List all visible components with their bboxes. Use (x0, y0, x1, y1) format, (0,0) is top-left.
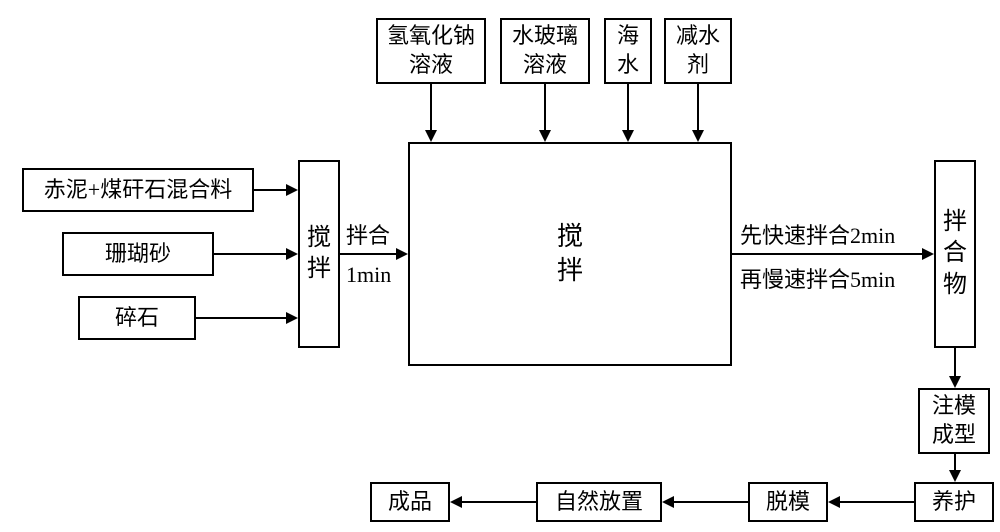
arrow-naoh-line (430, 84, 432, 132)
box-mix-input: 赤泥+煤矸石混合料 (22, 168, 254, 212)
label-seawater: 海 水 (617, 22, 639, 79)
arrow-demoldrest-head (662, 496, 674, 508)
arrow-mix-head (286, 184, 298, 196)
label-cure: 养护 (932, 488, 976, 517)
arrow-mix-line (254, 189, 288, 191)
arrow-restprod-head (450, 496, 462, 508)
label-mix-top: 拌合 (346, 218, 390, 250)
box-mold: 注模 成型 (918, 388, 990, 454)
arrow-coral-head (286, 248, 298, 260)
arrow-curedemold-head (828, 496, 840, 508)
box-stir1: 搅 拌 (298, 160, 340, 348)
arrow-s2mix-head (922, 248, 934, 260)
arrow-gravel-line (196, 317, 288, 319)
arrow-demoldrest-line (672, 501, 748, 503)
label-demold: 脱模 (766, 488, 810, 517)
box-demold: 脱模 (748, 482, 828, 522)
label-mold: 注模 成型 (932, 392, 976, 449)
box-mixture: 拌 合 物 (934, 160, 976, 348)
arrow-seawater-head (622, 130, 634, 142)
label-gravel: 碎石 (115, 304, 159, 333)
box-rest: 自然放置 (536, 482, 662, 522)
label-mix-bottom: 1min (346, 262, 391, 288)
arrow-waterglass-line (544, 84, 546, 132)
arrow-naoh-head (425, 130, 437, 142)
box-reducer: 减水 剂 (664, 18, 732, 84)
arrow-waterglass-head (539, 130, 551, 142)
box-seawater: 海 水 (604, 18, 652, 84)
label-product: 成品 (388, 488, 432, 517)
arrow-reducer-head (692, 130, 704, 142)
arrow-coral-line (214, 253, 288, 255)
box-naoh: 氢氧化钠 溶液 (376, 18, 486, 84)
label-rest: 自然放置 (555, 488, 643, 517)
arrow-s1s2-line (340, 253, 398, 255)
box-product: 成品 (370, 482, 450, 522)
box-cure: 养护 (914, 482, 994, 522)
arrow-curedemold-line (838, 501, 914, 503)
label-coral: 珊瑚砂 (105, 240, 171, 269)
arrow-gravel-head (286, 312, 298, 324)
arrow-seawater-line (627, 84, 629, 132)
arrow-reducer-line (697, 84, 699, 132)
label-stir1: 搅 拌 (307, 223, 331, 285)
box-waterglass: 水玻璃 溶液 (500, 18, 590, 84)
label-stir2: 搅 拌 (557, 220, 583, 288)
label-mix2-top: 先快速拌合2min (740, 218, 895, 250)
label-naoh: 氢氧化钠 溶液 (387, 22, 475, 79)
arrow-mixmold-line (954, 348, 956, 378)
label-mix-input: 赤泥+煤矸石混合料 (44, 176, 232, 205)
arrow-s2mix-line (732, 253, 924, 255)
box-coral: 珊瑚砂 (62, 232, 214, 276)
label-mix2-bottom: 再慢速拌合5min (740, 262, 895, 294)
arrow-restprod-line (460, 501, 536, 503)
box-gravel: 碎石 (78, 296, 196, 340)
label-waterglass: 水玻璃 溶液 (512, 22, 578, 79)
label-mixture: 拌 合 物 (943, 207, 967, 301)
arrow-s1s2-head (396, 248, 408, 260)
arrow-moldcure-head (949, 470, 961, 482)
box-stir2: 搅 拌 (408, 142, 732, 366)
arrow-mixmold-head (949, 376, 961, 388)
label-reducer: 减水 剂 (676, 22, 720, 79)
